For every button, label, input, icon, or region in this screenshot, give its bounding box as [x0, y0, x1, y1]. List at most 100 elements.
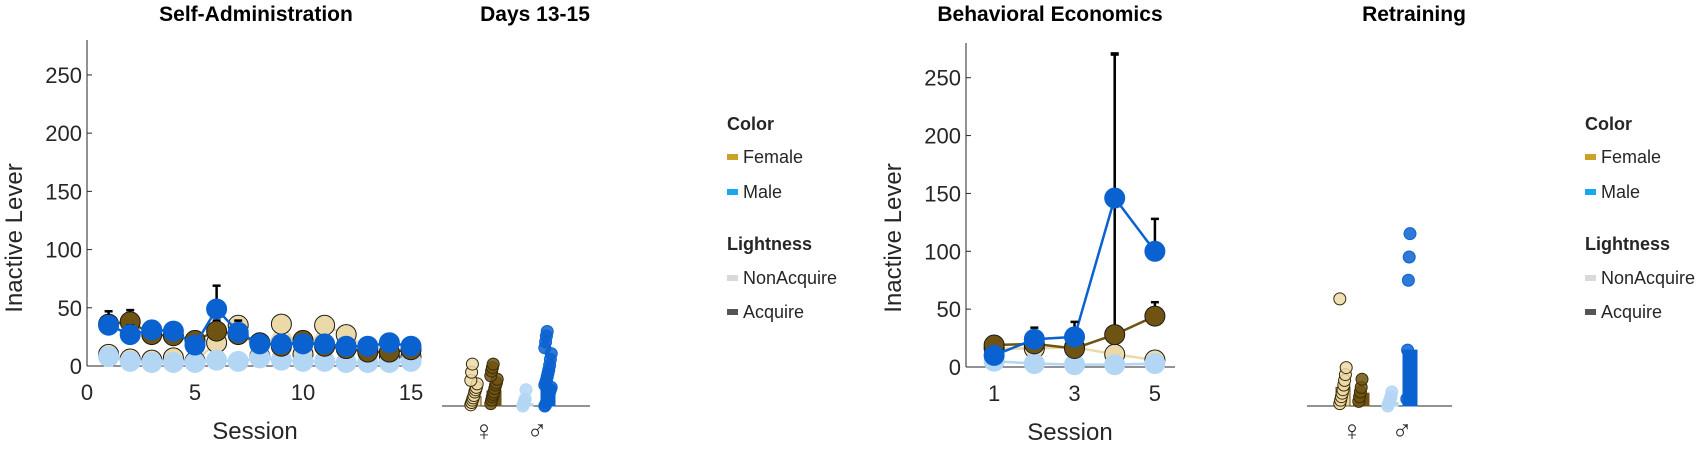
category-label: ♀: [1342, 415, 1363, 446]
plot-area: [98, 284, 422, 374]
data-point-male-acquire: [292, 333, 314, 355]
data-point-female-acquire: [1144, 305, 1166, 327]
data-point-female-nonacquire: [270, 313, 292, 335]
data-point-male-acquire: [314, 333, 336, 355]
data-point-female-acquire: [206, 320, 228, 342]
data-point-male-acquire: [98, 314, 120, 336]
data-point-male-nonacquire: [1023, 353, 1045, 375]
strip-point-male-acquire: [1401, 273, 1415, 287]
data-point-male-acquire: [227, 321, 249, 343]
data-point-male-acquire: [378, 332, 400, 354]
data-point-male-acquire: [1064, 326, 1086, 348]
y-tick-label: 100: [45, 238, 82, 263]
x-tick-labels: ♀ ♂: [474, 415, 548, 446]
y-tick-label: 200: [924, 124, 961, 149]
data-point-female-acquire: [1104, 324, 1126, 346]
data-point-male-acquire: [357, 335, 379, 357]
x-tick-label: 3: [1068, 381, 1080, 406]
panel-behavioral-economics: 0 50 100 150 200 250 1 3 5 Session Inactive Lev…: [880, 43, 1175, 446]
y-tick-label: 100: [924, 239, 961, 264]
data-point-male-acquire: [1104, 187, 1126, 209]
y-tick-labels: 0 50 100 150 200 250: [924, 66, 971, 380]
data-point-male-nonacquire: [119, 350, 141, 372]
data-point-male-nonacquire: [1104, 354, 1126, 376]
data-point-male-acquire: [119, 324, 141, 346]
plot-area: [983, 52, 1166, 376]
y-tick-labels: 0 50 100 150 200 250: [45, 63, 92, 379]
y-axis-label: Inactive Lever: [1, 163, 28, 312]
x-tick-labels: 0 5 10 15: [81, 361, 423, 405]
legend-lightness-title: Lightness: [1585, 234, 1670, 254]
strip-point-male-acquire: [1403, 227, 1417, 241]
strip-point-female-acquire: [486, 357, 500, 371]
legend-color-title: Color: [1585, 114, 1632, 134]
y-axis-label: Inactive Lever: [880, 163, 907, 312]
x-axis-label: Session: [1027, 419, 1112, 446]
x-tick-label: 5: [189, 380, 201, 405]
y-tick-label: 200: [45, 121, 82, 146]
panel-days-13-15: ♀ ♂: [442, 324, 590, 446]
plot-area: [464, 324, 558, 413]
x-tick-labels: 1 3 5: [988, 362, 1161, 406]
strip-point-female-nonacquire: [1339, 361, 1353, 375]
strip-point-male-acquire: [1400, 392, 1414, 406]
strip-point-female-nonacquire: [1333, 292, 1347, 306]
data-point-male-nonacquire: [162, 352, 184, 374]
x-tick-label: 0: [81, 380, 93, 405]
strip-point-female-nonacquire: [465, 357, 479, 371]
panel-self-administration: 0 50 100 150 200 250 0 5 10 15 Session Inactive …: [1, 40, 423, 445]
y-tick-label: 0: [949, 355, 961, 380]
strip-point-male-acquire: [540, 324, 554, 338]
legend-label-nonacquire: NonAcquire: [1601, 268, 1695, 288]
legend-lightness-title: Lightness: [727, 234, 812, 254]
x-tick-label: 15: [399, 380, 423, 405]
data-point-male-acquire: [162, 320, 184, 342]
legend-swatch-acquire: [727, 309, 738, 315]
title-days-13-15: Days 13-15: [480, 3, 590, 26]
legend-label-male: Male: [1601, 182, 1640, 202]
x-tick-label: 1: [988, 381, 1000, 406]
x-tick-labels: ♀ ♂: [1342, 415, 1413, 446]
legend-label-female: Female: [743, 147, 803, 167]
legend-right: Color Female Male Lightness NonAcquire A…: [1585, 114, 1695, 322]
data-point-male-acquire: [1023, 328, 1045, 350]
category-label: ♂: [1392, 415, 1413, 446]
category-label: ♀: [474, 415, 495, 446]
legend-swatch-nonacquire: [1585, 275, 1596, 281]
legend-swatch-male: [1585, 189, 1596, 195]
data-point-male-acquire: [184, 334, 206, 356]
legend-swatch-male: [727, 189, 738, 195]
legend-left: Color Female Male Lightness NonAcquire A…: [727, 114, 837, 322]
strip-point-male-nonacquire: [1385, 385, 1399, 399]
data-point-male-nonacquire: [206, 349, 228, 371]
y-tick-label: 50: [937, 297, 961, 322]
y-tick-label: 150: [45, 179, 82, 204]
y-tick-label: 50: [58, 296, 82, 321]
strip-point-female-acquire: [1355, 372, 1369, 386]
legend-swatch-acquire: [1585, 309, 1596, 315]
data-point-female-nonacquire: [314, 314, 336, 336]
data-point-male-acquire: [983, 344, 1005, 366]
data-point-male-acquire: [400, 335, 422, 357]
data-point-male-acquire: [206, 298, 228, 320]
legend-label-female: Female: [1601, 147, 1661, 167]
legend-label-male: Male: [743, 182, 782, 202]
plot-area: [1333, 227, 1418, 413]
y-tick-label: 250: [45, 63, 82, 88]
legend-swatch-female: [1585, 154, 1596, 160]
data-point-male-acquire: [141, 319, 163, 341]
panel-retraining: ♀ ♂: [1307, 227, 1452, 446]
legend-label-acquire: Acquire: [743, 302, 804, 322]
legend-swatch-nonacquire: [727, 275, 738, 281]
x-tick-label: 10: [291, 380, 315, 405]
strip-point-male-nonacquire: [519, 383, 533, 397]
strip-point-male-acquire: [1401, 343, 1415, 357]
data-point-male-nonacquire: [141, 352, 163, 374]
data-point-male-nonacquire: [227, 350, 249, 372]
title-retraining: Retraining: [1362, 3, 1466, 26]
legend-label-acquire: Acquire: [1601, 302, 1662, 322]
data-point-male-acquire: [1144, 240, 1166, 262]
data-point-male-acquire: [335, 335, 357, 357]
title-behavioral-economics: Behavioral Economics: [937, 3, 1162, 26]
